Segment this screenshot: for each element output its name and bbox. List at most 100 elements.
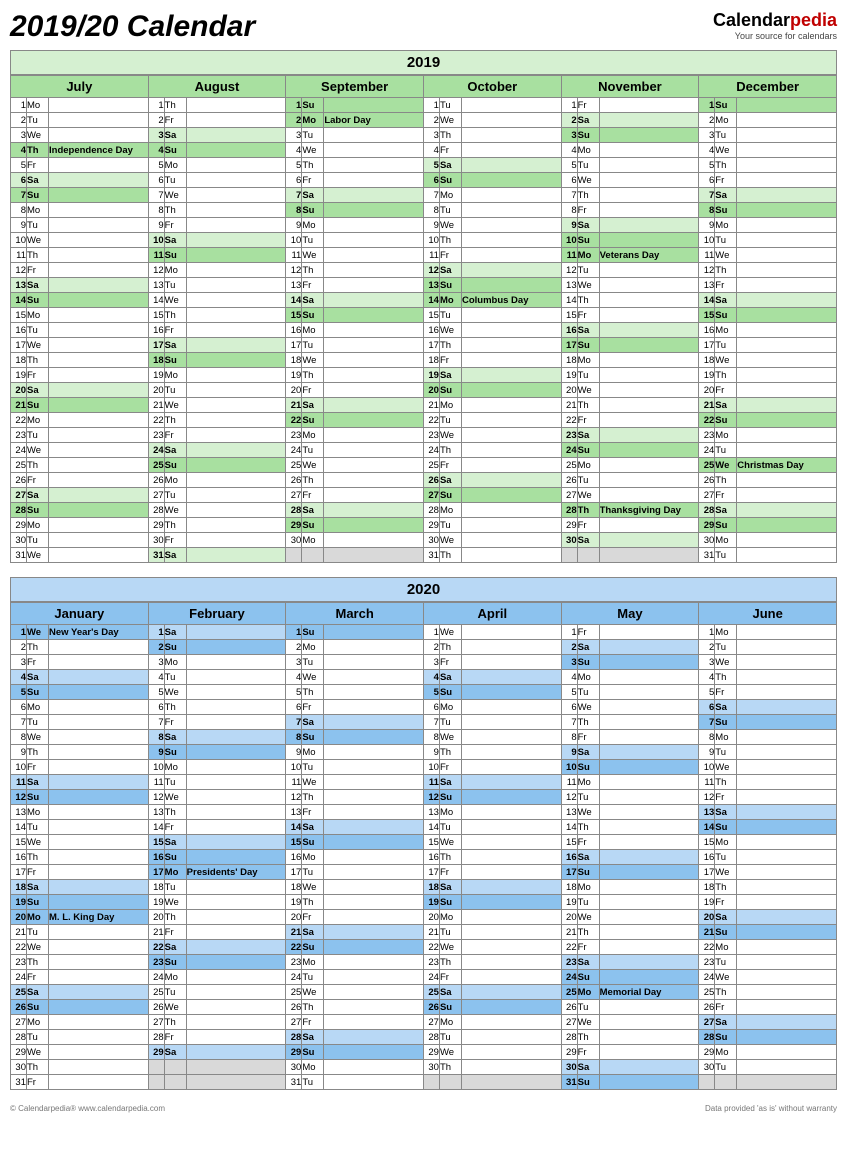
day-of-week: We: [27, 1045, 49, 1060]
day-number: 16: [286, 323, 302, 338]
day-of-week: We: [302, 143, 324, 158]
day-note: [186, 113, 286, 128]
day-of-week: Fr: [302, 700, 324, 715]
day-of-week: Tu: [439, 518, 461, 533]
day-of-week: Sa: [27, 173, 49, 188]
day-of-week: Th: [164, 308, 186, 323]
day-number: 10: [423, 760, 439, 775]
day-note: [49, 278, 149, 293]
day-of-week: Th: [439, 548, 461, 563]
day-note: [324, 233, 424, 248]
day-note: [49, 113, 149, 128]
day-number: 1: [561, 98, 577, 113]
day-of-week: Su: [577, 760, 599, 775]
day-note: [461, 655, 561, 670]
day-number: 7: [699, 715, 715, 730]
day-number: 14: [561, 820, 577, 835]
day-of-week: We: [302, 670, 324, 685]
day-number: 20: [699, 910, 715, 925]
day-note: [461, 685, 561, 700]
day-note: [737, 1060, 837, 1075]
day-of-week: We: [302, 775, 324, 790]
day-note: [49, 985, 149, 1000]
day-number: 14: [148, 293, 164, 308]
day-of-week: We: [577, 173, 599, 188]
day-note: [599, 775, 699, 790]
day-number: 18: [148, 880, 164, 895]
year-header: 2020: [10, 577, 837, 602]
day-number: 4: [286, 670, 302, 685]
day-note: [737, 98, 837, 113]
day-number: 11: [148, 248, 164, 263]
day-number: 28: [699, 503, 715, 518]
day-number: 17: [561, 338, 577, 353]
day-note: [461, 533, 561, 548]
day-of-week: Su: [164, 458, 186, 473]
day-note: [186, 488, 286, 503]
day-number: 30: [423, 1060, 439, 1075]
day-of-week: Su: [27, 188, 49, 203]
day-note: [49, 383, 149, 398]
day-number: 22: [423, 940, 439, 955]
day-number: 8: [286, 730, 302, 745]
day-number: 8: [286, 203, 302, 218]
day-note: [599, 428, 699, 443]
blank-cell: [423, 1075, 439, 1090]
day-note: [461, 970, 561, 985]
day-note: [737, 533, 837, 548]
day-row: 26Su26We26Th26Su26Tu26Fr: [11, 1000, 837, 1015]
day-row: 17We17Sa17Tu17Th17Su17Tu: [11, 338, 837, 353]
day-note: [186, 98, 286, 113]
day-number: 8: [561, 203, 577, 218]
day-of-week: We: [27, 443, 49, 458]
day-of-week: We: [577, 910, 599, 925]
day-note: [324, 1045, 424, 1060]
day-note: [49, 428, 149, 443]
day-note: [461, 443, 561, 458]
day-of-week: We: [715, 143, 737, 158]
day-of-week: Tu: [27, 715, 49, 730]
day-number: 24: [699, 443, 715, 458]
day-note: [186, 955, 286, 970]
day-note: [599, 940, 699, 955]
day-note: [461, 775, 561, 790]
day-number: 20: [148, 910, 164, 925]
day-of-week: Fr: [577, 835, 599, 850]
day-of-week: We: [439, 113, 461, 128]
day-of-week: Su: [439, 278, 461, 293]
day-of-week: Th: [439, 233, 461, 248]
day-number: 30: [11, 1060, 27, 1075]
day-note: Columbus Day: [461, 293, 561, 308]
day-number: 20: [561, 910, 577, 925]
day-of-week: Sa: [715, 1015, 737, 1030]
day-number: 16: [11, 850, 27, 865]
day-number: 14: [11, 820, 27, 835]
day-number: 8: [423, 203, 439, 218]
day-number: 10: [148, 233, 164, 248]
blank-cell: [715, 1075, 737, 1090]
day-number: 21: [148, 398, 164, 413]
day-of-week: Su: [439, 685, 461, 700]
day-number: 27: [699, 1015, 715, 1030]
day-of-week: Su: [302, 625, 324, 640]
day-number: 21: [699, 398, 715, 413]
day-of-week: Fr: [577, 518, 599, 533]
day-of-week: Th: [164, 910, 186, 925]
day-of-week: Mo: [715, 835, 737, 850]
blank-cell: [461, 1075, 561, 1090]
blank-cell: [186, 1060, 286, 1075]
day-note: [186, 248, 286, 263]
day-number: 21: [561, 398, 577, 413]
brand-name-b: pedia: [790, 10, 837, 30]
day-note: [49, 835, 149, 850]
day-note: [324, 775, 424, 790]
day-of-week: Tu: [439, 308, 461, 323]
day-of-week: Fr: [439, 458, 461, 473]
day-number: 17: [11, 338, 27, 353]
day-of-week: Mo: [302, 640, 324, 655]
footer-left: © Calendarpedia® www.calendarpedia.com: [10, 1104, 165, 1113]
day-of-week: Fr: [439, 970, 461, 985]
day-note: [737, 640, 837, 655]
day-note: [186, 895, 286, 910]
day-of-week: Tu: [715, 745, 737, 760]
